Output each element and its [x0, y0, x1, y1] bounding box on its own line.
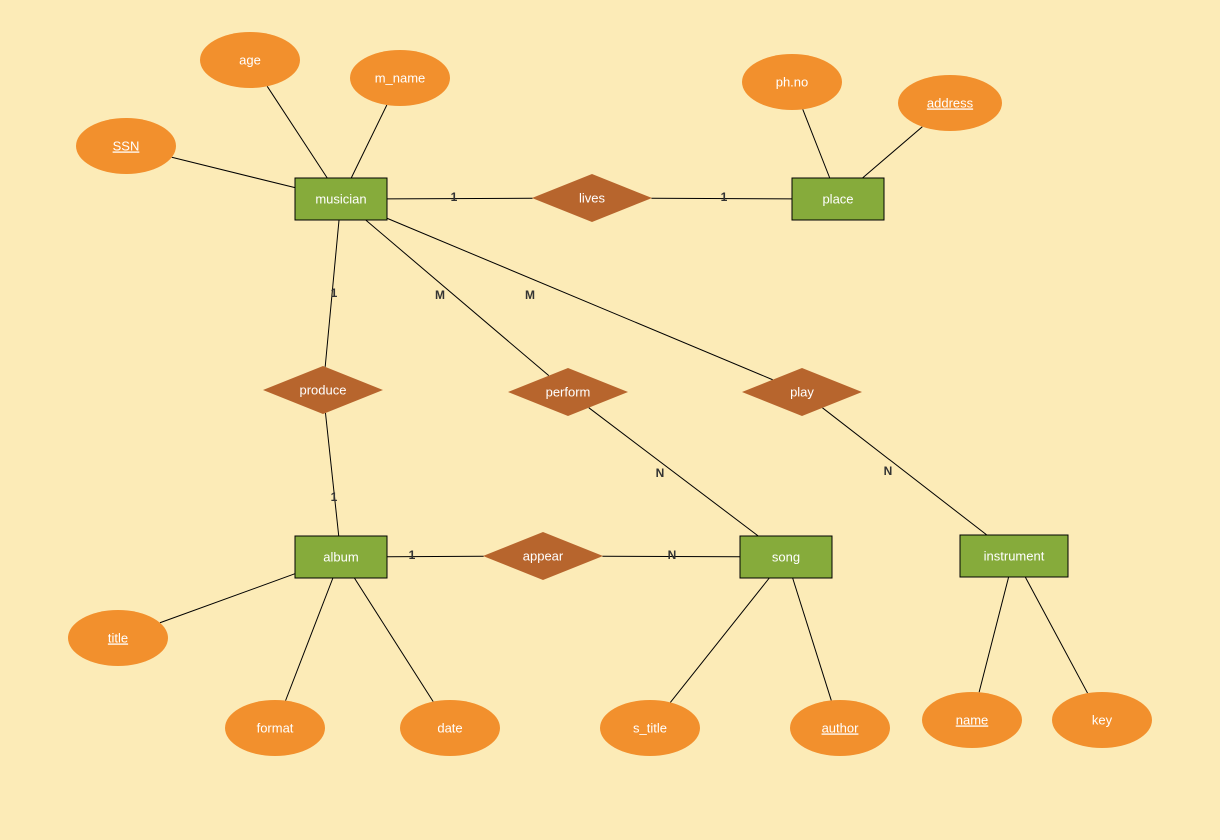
cardinality-label: M	[435, 288, 445, 302]
relationship-label-play: play	[790, 384, 814, 399]
cardinality-label: M	[525, 288, 535, 302]
attribute-label-address: address	[927, 95, 974, 110]
entity-label-song: song	[772, 549, 800, 564]
cardinality-label: 1	[721, 190, 728, 204]
attribute-label-title: title	[108, 630, 128, 645]
cardinality-label: 1	[409, 548, 416, 562]
edge-musician-lives	[387, 198, 533, 199]
attribute-label-name: name	[956, 712, 989, 727]
entity-label-musician: musician	[315, 191, 366, 206]
attribute-label-mname: m_name	[375, 70, 426, 85]
er-diagram-svg: 1 1 1 1 M M N N 1 Nmusician place album song instrume…	[0, 0, 1220, 840]
cardinality-label: 1	[451, 190, 458, 204]
relationship-label-produce: produce	[300, 382, 347, 397]
attribute-label-date: date	[437, 720, 462, 735]
attribute-label-format: format	[257, 720, 294, 735]
attribute-label-phno: ph.no	[776, 74, 809, 89]
er-diagram-canvas: 1 1 1 1 M M N N 1 Nmusician place album song instrume…	[0, 0, 1220, 840]
attribute-label-age: age	[239, 52, 261, 67]
cardinality-label: N	[668, 548, 677, 562]
attribute-label-stitle: s_title	[633, 720, 667, 735]
relationship-label-perform: perform	[546, 384, 591, 399]
cardinality-label: N	[884, 464, 893, 478]
cardinality-label: N	[656, 466, 665, 480]
relationship-label-lives: lives	[579, 190, 606, 205]
attribute-label-author: author	[822, 720, 860, 735]
cardinality-label: 1	[331, 286, 338, 300]
attribute-label-key: key	[1092, 712, 1113, 727]
entity-label-place: place	[822, 191, 853, 206]
relationship-label-appear: appear	[523, 548, 564, 563]
attribute-label-ssn: SSN	[113, 138, 140, 153]
cardinality-label: 1	[331, 490, 338, 504]
entity-label-instrument: instrument	[984, 548, 1045, 563]
entity-label-album: album	[323, 549, 358, 564]
